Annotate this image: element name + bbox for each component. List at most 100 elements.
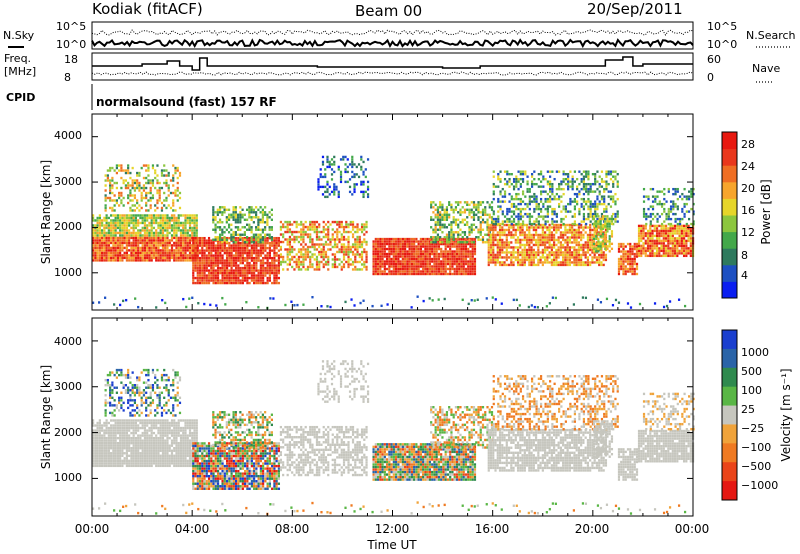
power-cell <box>586 263 590 267</box>
power-cell <box>515 215 518 218</box>
power-cell <box>436 206 440 209</box>
power-cell <box>464 255 468 258</box>
power-cell <box>408 242 411 246</box>
power-cell <box>462 257 465 261</box>
power-cell <box>487 251 490 254</box>
power-cell <box>445 226 449 229</box>
power-cell <box>426 240 429 243</box>
power-cell <box>228 276 231 280</box>
power-cell <box>489 241 493 244</box>
power-cell <box>326 160 329 164</box>
power-cell <box>329 243 332 246</box>
power-cell <box>422 260 425 263</box>
power-cell <box>453 260 456 263</box>
power-cell <box>157 246 160 250</box>
power-cell <box>275 274 278 277</box>
power-cell <box>306 245 310 249</box>
power-cell <box>508 172 511 176</box>
power-cell <box>234 216 237 219</box>
power-cell <box>194 266 197 270</box>
power-cell <box>374 240 377 243</box>
power-cell <box>257 256 260 260</box>
power-cell <box>489 228 493 232</box>
power-cell <box>340 238 343 241</box>
power-cell <box>262 259 265 262</box>
power-cell <box>626 252 630 256</box>
power-cell <box>457 218 460 221</box>
power-cell <box>145 204 148 207</box>
power-cell <box>154 171 157 175</box>
power-cell <box>246 266 249 270</box>
power-cell <box>239 281 242 285</box>
power-cell <box>397 250 400 253</box>
power-cell <box>537 205 540 208</box>
power-cell <box>516 251 520 254</box>
power-cell <box>430 216 433 219</box>
power-cell <box>631 265 634 268</box>
power-cell <box>512 253 515 257</box>
power-cell <box>225 236 229 240</box>
power-cell <box>279 240 283 244</box>
power-cell <box>510 241 513 244</box>
power-cell <box>567 187 570 191</box>
power-cell <box>596 197 599 201</box>
power-cell <box>379 245 382 248</box>
power-cell <box>637 237 641 240</box>
power-cell <box>436 211 440 214</box>
power-cell <box>559 243 562 247</box>
power-cell <box>363 260 366 264</box>
power-cell <box>255 249 258 252</box>
power-cell <box>216 254 220 257</box>
power-cell <box>472 241 476 244</box>
power-cell <box>406 242 409 246</box>
power-cell <box>326 155 329 159</box>
power-cell <box>250 216 253 219</box>
power-cell <box>257 279 260 282</box>
power-cell <box>562 233 565 237</box>
power-cell <box>270 218 273 221</box>
power-cell <box>539 172 543 176</box>
power-cell <box>523 236 526 239</box>
power-cell <box>612 217 615 221</box>
power-cell <box>573 220 577 223</box>
power-cell <box>125 239 129 242</box>
power-cell <box>508 210 511 213</box>
power-cell <box>528 217 531 221</box>
power-cell <box>253 266 256 270</box>
power-cell <box>309 263 312 266</box>
power-cell <box>248 251 251 255</box>
power-cell <box>417 247 420 251</box>
power-cell <box>559 223 562 227</box>
power-cell <box>553 251 556 254</box>
power-cell <box>392 240 395 243</box>
power-cell <box>507 251 511 254</box>
power-cell <box>489 238 493 242</box>
power-cell <box>248 264 251 267</box>
power-cell <box>571 228 574 232</box>
power-cell <box>232 281 235 285</box>
power-cell <box>104 194 107 197</box>
power-cell <box>239 236 242 239</box>
power-cell <box>585 172 588 176</box>
power-cell <box>252 241 255 244</box>
power-cell <box>228 249 231 252</box>
power-cell <box>404 252 407 256</box>
power-cell <box>560 200 563 203</box>
power-cell <box>496 238 499 242</box>
power-cell <box>376 262 380 266</box>
power-cell <box>516 246 520 249</box>
power-cell <box>338 250 341 254</box>
power-cell <box>600 180 604 183</box>
power-cell <box>347 248 350 251</box>
power-cell <box>523 258 526 262</box>
power-cell <box>462 270 465 273</box>
power-cell <box>304 258 307 261</box>
power-cell <box>577 233 581 237</box>
power-cell <box>148 244 151 247</box>
power-cell <box>417 240 420 243</box>
power-cell <box>113 169 116 172</box>
power-cell <box>112 246 115 250</box>
power-cell <box>599 227 602 231</box>
power-cell <box>221 279 224 282</box>
power-cell <box>165 206 168 210</box>
